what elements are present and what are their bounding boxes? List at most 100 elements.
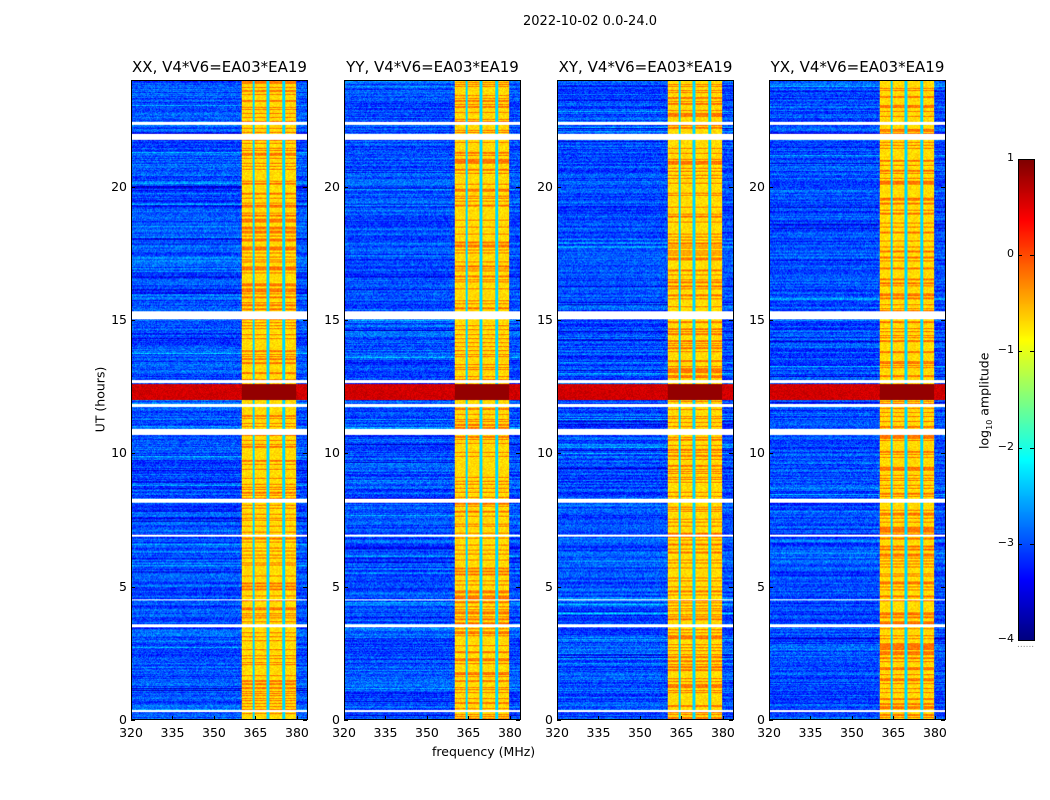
y-tick	[344, 186, 348, 188]
y-tick	[303, 320, 307, 321]
x-tick	[213, 716, 215, 720]
x-tick	[468, 716, 470, 720]
y-tick	[941, 720, 945, 721]
x-tick-label: 350	[415, 725, 439, 740]
y-tick-label: 0	[545, 712, 553, 727]
spectrogram-panel-3	[769, 80, 946, 720]
colorbar-tick-label: −2	[997, 439, 1014, 453]
x-tick	[639, 716, 641, 720]
x-tick-label: 365	[669, 725, 694, 740]
colorbar-tick-label: −3	[997, 535, 1014, 549]
y-tick	[131, 720, 135, 721]
x-tick	[598, 716, 600, 720]
y-tick-label: 15	[111, 312, 127, 327]
y-tick-label: 20	[111, 178, 127, 194]
y-tick	[941, 586, 945, 588]
x-tick-label: 380	[498, 725, 522, 740]
x-tick	[557, 716, 558, 720]
y-tick	[516, 186, 520, 188]
y-tick-label: 10	[537, 445, 553, 461]
y-tick-label: 10	[111, 445, 127, 461]
colorbar-tick	[1018, 640, 1022, 641]
x-tick	[681, 716, 683, 720]
y-tick-label: 20	[749, 178, 765, 194]
y-tick-label: 15	[537, 312, 553, 327]
x-tick	[851, 716, 853, 720]
x-tick-label: 320	[757, 725, 781, 740]
colorbar-tick-label: −1	[997, 343, 1014, 357]
y-tick	[557, 320, 561, 321]
x-tick-label: 365	[243, 725, 268, 740]
y-tick-label: 0	[119, 712, 127, 727]
y-tick	[516, 586, 520, 588]
x-axis-label: frequency (MHz)	[432, 744, 536, 759]
y-tick-label: 5	[119, 578, 127, 594]
spectrogram-panel-1	[344, 80, 521, 720]
x-tick-label: 350	[202, 725, 226, 740]
y-tick-label: 5	[545, 578, 553, 594]
colorbar-tick	[1018, 159, 1022, 160]
y-tick	[303, 453, 307, 455]
y-tick	[941, 186, 945, 188]
y-tick	[516, 453, 520, 455]
x-tick	[722, 716, 724, 720]
x-tick-label: 320	[332, 725, 356, 740]
x-tick-label: 350	[840, 725, 864, 740]
x-tick-label: 350	[628, 725, 652, 740]
colorbar-tick	[1030, 447, 1034, 449]
y-tick	[729, 320, 733, 321]
y-tick	[303, 186, 307, 188]
y-tick	[941, 320, 945, 321]
x-tick	[385, 716, 387, 720]
y-tick	[769, 586, 773, 588]
colorbar-tick	[1030, 640, 1034, 641]
y-tick	[131, 186, 135, 188]
panel-title: XY, V4*V6=EA03*EA19	[558, 58, 733, 76]
y-tick	[557, 186, 561, 188]
colorbar-tick-label: 1	[1007, 151, 1014, 164]
y-tick	[344, 586, 348, 588]
x-tick-label: 380	[285, 725, 309, 740]
colorbar-tick	[1030, 351, 1034, 353]
y-tick	[344, 320, 348, 321]
y-tick	[729, 453, 733, 455]
y-tick	[516, 720, 520, 721]
y-tick	[769, 186, 773, 188]
y-tick	[131, 586, 135, 588]
spectrogram-panel-0	[131, 80, 308, 720]
spectrogram-panel-2	[557, 80, 734, 720]
x-tick	[426, 716, 428, 720]
x-tick-label: 335	[160, 725, 185, 740]
x-tick	[296, 716, 298, 720]
panel-title: XX, V4*V6=EA03*EA19	[132, 58, 307, 76]
colorbar-tick	[1018, 351, 1022, 353]
colorbar	[1018, 159, 1035, 641]
y-tick-label: 10	[324, 445, 340, 461]
y-tick	[769, 720, 773, 721]
x-tick-label: 335	[586, 725, 611, 740]
x-tick-label: 335	[373, 725, 398, 740]
x-tick	[172, 716, 174, 720]
x-tick	[509, 716, 511, 720]
y-axis-label: UT (hours)	[92, 366, 108, 433]
y-tick	[769, 453, 773, 455]
colorbar-tick	[1018, 543, 1022, 545]
y-tick	[729, 186, 733, 188]
colorbar-tick	[1018, 447, 1022, 449]
colorbar-tick	[1030, 159, 1034, 160]
colorbar-tick	[1030, 255, 1034, 257]
x-tick-label: 365	[881, 725, 906, 740]
x-tick	[255, 716, 257, 720]
x-tick	[893, 716, 895, 720]
y-tick	[131, 453, 135, 455]
y-tick-label: 15	[324, 312, 340, 327]
x-tick-label: 380	[711, 725, 735, 740]
y-tick	[557, 586, 561, 588]
x-tick-label: 320	[545, 725, 569, 740]
y-tick-label: 10	[749, 445, 765, 461]
x-tick	[344, 716, 345, 720]
panel-title: YX, V4*V6=EA03*EA19	[770, 58, 945, 76]
colorbar-tick	[1018, 255, 1022, 257]
y-tick	[303, 720, 307, 721]
